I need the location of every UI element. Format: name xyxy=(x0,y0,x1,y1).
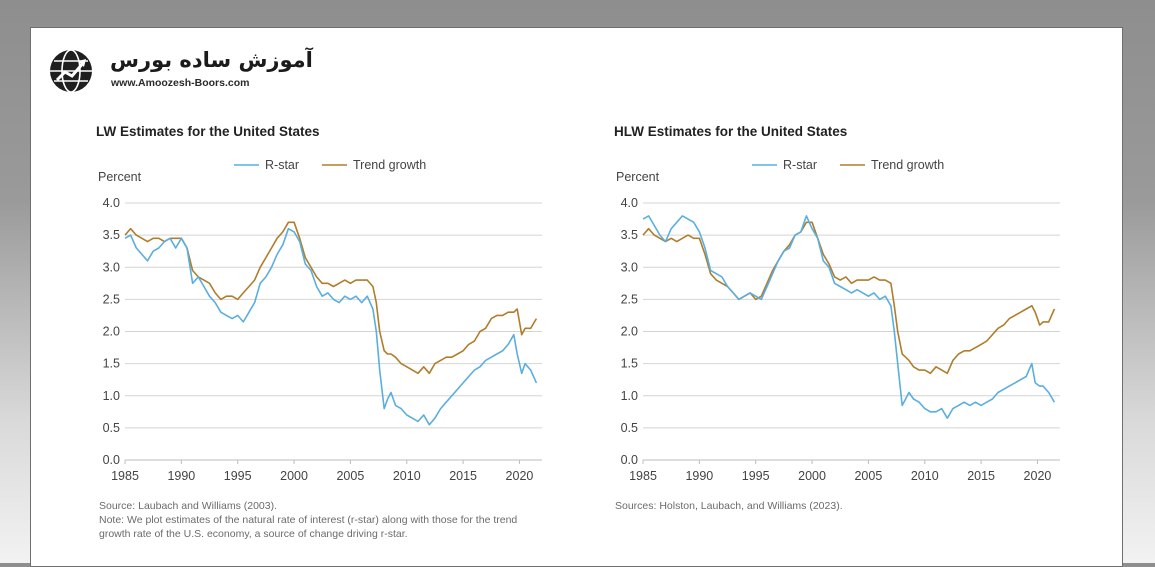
hlw-legend-item-trend[interactable]: Trend growth xyxy=(840,158,944,172)
hlw-legend-label-1: Trend growth xyxy=(871,158,944,172)
lw-y-tick-label-5: 2.5 xyxy=(103,292,120,306)
lw-x-tick-label-6: 2015 xyxy=(449,469,477,483)
hlw-source-note: Sources: Holston, Laubach, and Williams … xyxy=(615,500,843,512)
hlw-y-axis-label: Percent xyxy=(616,170,660,184)
logo-name: آموزش ساده بورس xyxy=(110,48,313,72)
hlw-series-trend-line xyxy=(642,221,1056,375)
lw-y-tick-label-2: 1.0 xyxy=(103,389,120,403)
hlw-chart-title: HLW Estimates for the United States xyxy=(614,124,847,139)
lw-source-note: Source: Laubach and Williams (2003). xyxy=(99,500,278,512)
lw-y-axis-label: Percent xyxy=(98,170,142,184)
hlw-x-tick-label-4: 2005 xyxy=(854,469,882,483)
hlw-y-tick-label-4: 2.0 xyxy=(621,325,638,339)
hlw-y-tick-label-3: 1.5 xyxy=(621,357,638,371)
hlw-legend-item-rstar[interactable]: R-star xyxy=(752,158,817,172)
logo-url: www.Amoozesh-Boors.com xyxy=(111,77,250,89)
lw-legend-item-rstar[interactable]: R-star xyxy=(234,158,299,172)
hlw-y-tick-label-8: 4.0 xyxy=(621,196,638,210)
lw-y-tick-label-6: 3.0 xyxy=(103,260,120,274)
lw-legend-item-trend[interactable]: Trend growth xyxy=(322,158,426,172)
lw-x-tick-label-7: 2020 xyxy=(506,469,534,483)
hlw-y-tick-label-5: 2.5 xyxy=(621,292,638,306)
lw-x-tick-label-5: 2010 xyxy=(393,469,421,483)
hlw-y-tick-label-1: 0.5 xyxy=(621,421,638,435)
lw-x-tick-label-2: 1995 xyxy=(224,469,252,483)
lw-y-tick-label-0: 0.0 xyxy=(103,453,120,467)
hlw-x-tick-label-5: 2010 xyxy=(911,469,939,483)
hlw-notes: Sources: Holston, Laubach, and Williams … xyxy=(615,499,1055,513)
hlw-x-tick-label-2: 1995 xyxy=(742,469,770,483)
hlw-x-tick-label-1: 1990 xyxy=(685,469,713,483)
lw-legend-label-1: Trend growth xyxy=(353,158,426,172)
lw-y-tick-label-4: 2.0 xyxy=(103,325,120,339)
hlw-y-tick-label-6: 3.0 xyxy=(621,260,638,274)
lw-y-tick-label-3: 1.5 xyxy=(103,357,120,371)
lw-y-tick-label-1: 0.5 xyxy=(103,421,120,435)
hlw-series-rstar-line xyxy=(642,215,1056,420)
hlw-x-tick-label-0: 1985 xyxy=(629,469,657,483)
lw-x-tick-label-0: 1985 xyxy=(111,469,139,483)
globe-chart-icon xyxy=(50,49,92,93)
lw-y-tick-label-7: 3.5 xyxy=(103,228,120,242)
hlw-y-tick-label-0: 0.0 xyxy=(621,453,638,467)
lw-chart-title: LW Estimates for the United States xyxy=(96,124,320,139)
hlw-y-tick-label-7: 3.5 xyxy=(621,228,638,242)
lw-explanatory-note: Note: We plot estimates of the natural r… xyxy=(99,514,518,540)
lw-legend-label-0: R-star xyxy=(265,158,299,172)
lw-x-tick-label-4: 2005 xyxy=(336,469,364,483)
lw-notes: Source: Laubach and Williams (2003). Not… xyxy=(99,499,539,541)
site-logo[interactable]: آموزش ساده بورس www.Amoozesh-Boors.com xyxy=(48,48,313,96)
lw-series-rstar-line xyxy=(124,227,538,426)
hlw-legend-label-0: R-star xyxy=(783,158,817,172)
lw-series-trend-line xyxy=(124,221,538,375)
lw-y-tick-label-8: 4.0 xyxy=(103,196,120,210)
lw-x-tick-label-3: 2000 xyxy=(280,469,308,483)
hlw-y-tick-label-2: 1.0 xyxy=(621,389,638,403)
hlw-x-tick-label-7: 2020 xyxy=(1024,469,1052,483)
lw-x-tick-label-1: 1990 xyxy=(167,469,195,483)
hlw-x-tick-label-6: 2015 xyxy=(967,469,995,483)
hlw-x-tick-label-3: 2000 xyxy=(798,469,826,483)
figure-card: آموزش ساده بورس www.Amoozesh-Boors.com xyxy=(30,27,1123,567)
